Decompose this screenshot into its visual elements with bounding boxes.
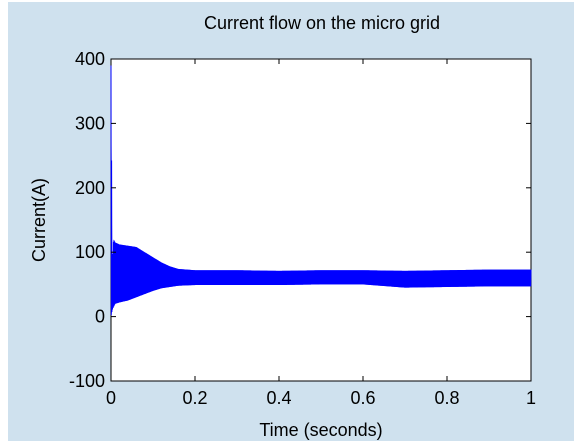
x-axis-label: Time (seconds) bbox=[259, 420, 382, 440]
plot-area bbox=[110, 58, 532, 382]
y-axis-label: Current(A) bbox=[29, 178, 49, 262]
y-tick-label: 300 bbox=[75, 113, 105, 133]
y-tick-label: 200 bbox=[75, 178, 105, 198]
y-tick-label: 0 bbox=[95, 307, 105, 327]
y-tick-label: 400 bbox=[75, 49, 105, 69]
x-tick-label: 0.6 bbox=[350, 388, 375, 408]
x-tick-label: 0.4 bbox=[266, 388, 291, 408]
x-tick-label: 1 bbox=[526, 388, 536, 408]
x-tick-label: 0 bbox=[106, 388, 116, 408]
y-tick-label: 100 bbox=[75, 242, 105, 262]
y-tick-label: -100 bbox=[69, 371, 105, 391]
chart-title: Current flow on the micro grid bbox=[204, 13, 440, 33]
series-layer bbox=[110, 65, 532, 317]
x-tick-label: 0.8 bbox=[434, 388, 459, 408]
x-tick-label: 0.2 bbox=[182, 388, 207, 408]
